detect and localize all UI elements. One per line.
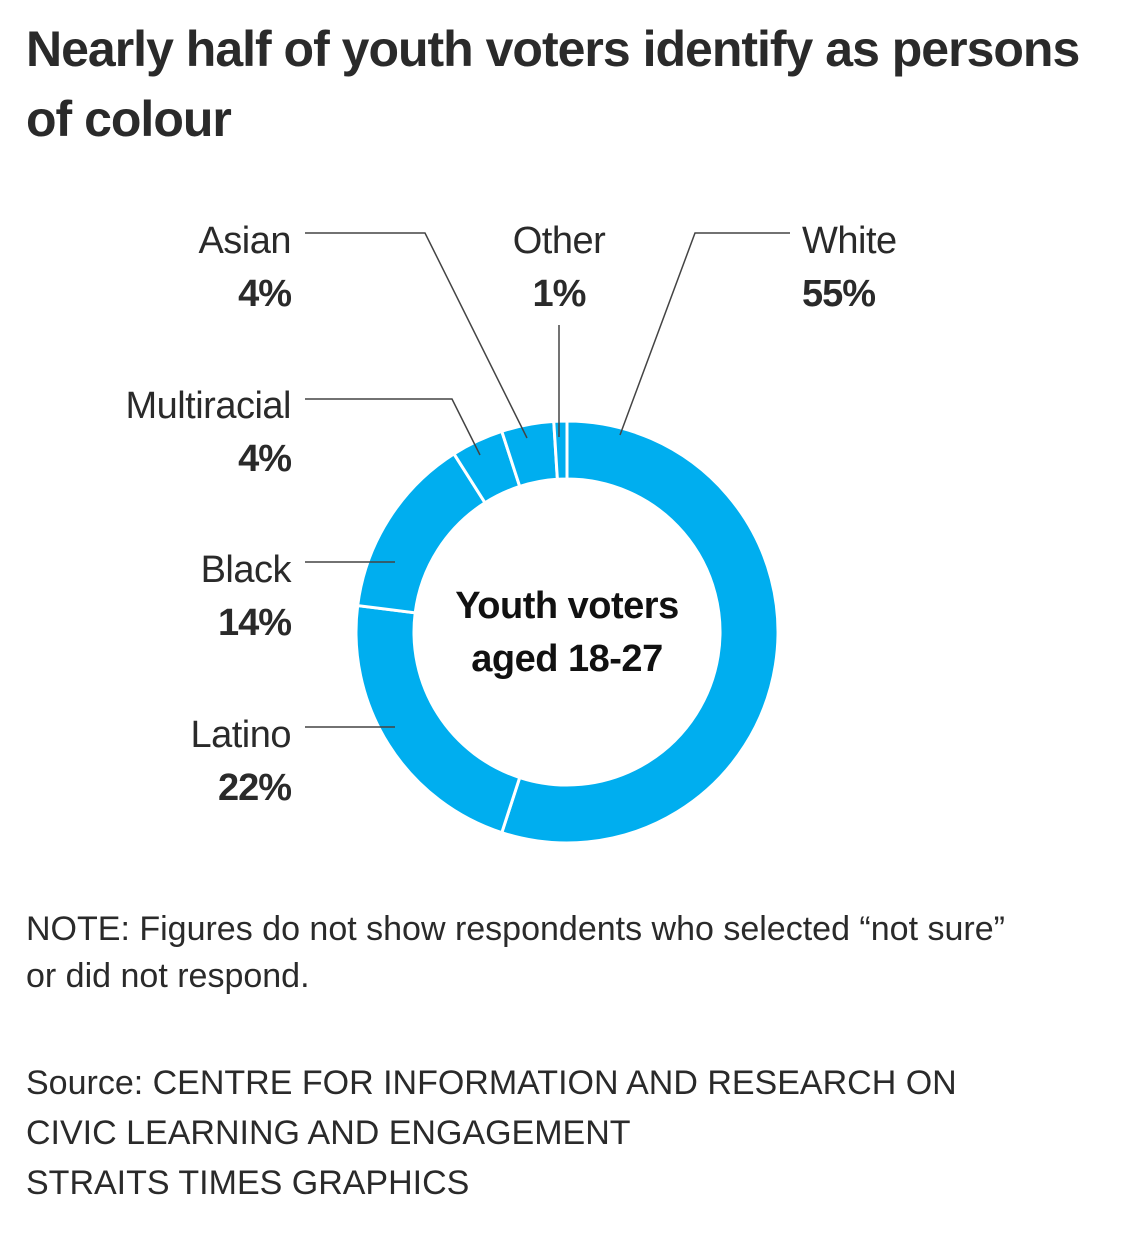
source-line: Source: CENTRE FOR INFORMATION AND RESEA… bbox=[26, 1064, 957, 1102]
slice-label: Asian bbox=[198, 220, 291, 262]
leader-line-asian bbox=[305, 232, 528, 439]
source: Source: CENTRE FOR INFORMATION AND RESEA… bbox=[26, 1058, 1026, 1208]
slice-other bbox=[552, 419, 569, 481]
source-line: CIVIC LEARNING AND ENGAGEMENT bbox=[26, 1114, 631, 1152]
center-label-line1: Youth voters bbox=[455, 585, 678, 627]
leader-line-multiracial bbox=[305, 398, 481, 456]
slice-label: Latino bbox=[190, 714, 291, 756]
center-label-line2: aged 18-27 bbox=[471, 638, 662, 680]
slice-value-label: 4% bbox=[238, 438, 291, 480]
slice-label: Multiracial bbox=[125, 385, 291, 427]
slice-value-label: 4% bbox=[238, 273, 291, 315]
source-line: STRAITS TIMES GRAPHICS bbox=[26, 1164, 470, 1202]
donut-chart: White 55% Latino 22% Black 14% Multiracial 4% As… bbox=[125, 220, 897, 845]
slice-white bbox=[499, 419, 780, 845]
slice-value-label: 1% bbox=[533, 273, 586, 315]
leader-line-white bbox=[619, 232, 790, 436]
note: NOTE: Figures do not show respondents wh… bbox=[26, 910, 1005, 995]
slice-label: Other bbox=[513, 220, 606, 262]
chart-title: Nearly half of youth voters identify as … bbox=[26, 21, 1080, 147]
slice-label: Black bbox=[201, 549, 293, 591]
slice-value-label: 14% bbox=[218, 602, 291, 644]
slice-label: White bbox=[802, 220, 897, 262]
slice-value-label: 22% bbox=[218, 767, 291, 809]
slice-value-label: 55% bbox=[802, 273, 875, 315]
